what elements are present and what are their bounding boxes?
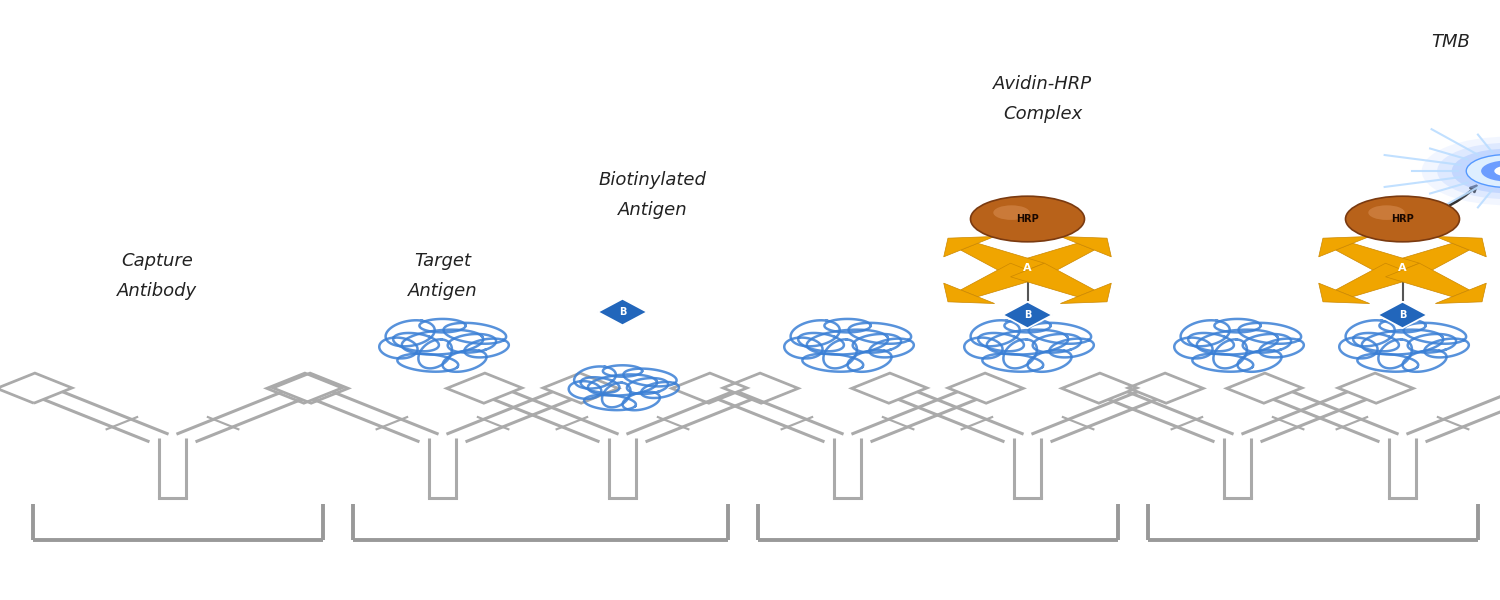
Text: Antigen: Antigen <box>618 201 687 219</box>
Circle shape <box>1480 160 1500 182</box>
Polygon shape <box>944 283 994 304</box>
Circle shape <box>1467 155 1500 187</box>
Polygon shape <box>1335 263 1419 297</box>
Polygon shape <box>960 263 1044 297</box>
Circle shape <box>993 205 1030 220</box>
Text: TMB: TMB <box>1431 33 1470 51</box>
Text: Complex: Complex <box>1004 105 1082 123</box>
Polygon shape <box>1436 236 1486 257</box>
Polygon shape <box>1378 302 1428 328</box>
Polygon shape <box>1318 283 1370 304</box>
Circle shape <box>1437 143 1500 199</box>
Text: Target: Target <box>414 252 471 270</box>
Text: B: B <box>620 307 626 317</box>
Polygon shape <box>960 243 1044 277</box>
Text: Capture: Capture <box>122 252 194 270</box>
Text: Antigen: Antigen <box>408 282 477 300</box>
Polygon shape <box>1318 236 1370 257</box>
Polygon shape <box>1011 243 1095 277</box>
Text: Antibody: Antibody <box>117 282 198 300</box>
Polygon shape <box>1386 243 1470 277</box>
Polygon shape <box>944 236 994 257</box>
Text: HRP: HRP <box>1016 214 1040 224</box>
Polygon shape <box>1436 283 1486 304</box>
Circle shape <box>1346 196 1460 242</box>
Circle shape <box>1494 166 1500 176</box>
Circle shape <box>1422 137 1500 205</box>
Polygon shape <box>1004 302 1053 328</box>
Text: B: B <box>1024 310 1030 320</box>
Polygon shape <box>597 299 648 325</box>
Circle shape <box>1452 149 1500 193</box>
Text: A: A <box>1023 263 1032 272</box>
Polygon shape <box>1335 243 1419 277</box>
Polygon shape <box>1011 263 1095 297</box>
Text: Biotinylated: Biotinylated <box>598 171 706 189</box>
Polygon shape <box>1386 263 1470 297</box>
Text: A: A <box>1398 263 1407 272</box>
Circle shape <box>970 196 1084 242</box>
Text: HRP: HRP <box>1390 214 1414 224</box>
Circle shape <box>1368 205 1406 220</box>
Polygon shape <box>1060 236 1112 257</box>
Text: B: B <box>1400 310 1406 320</box>
Circle shape <box>1466 154 1500 187</box>
Polygon shape <box>1060 283 1112 304</box>
Text: Avidin-HRP: Avidin-HRP <box>993 75 1092 93</box>
